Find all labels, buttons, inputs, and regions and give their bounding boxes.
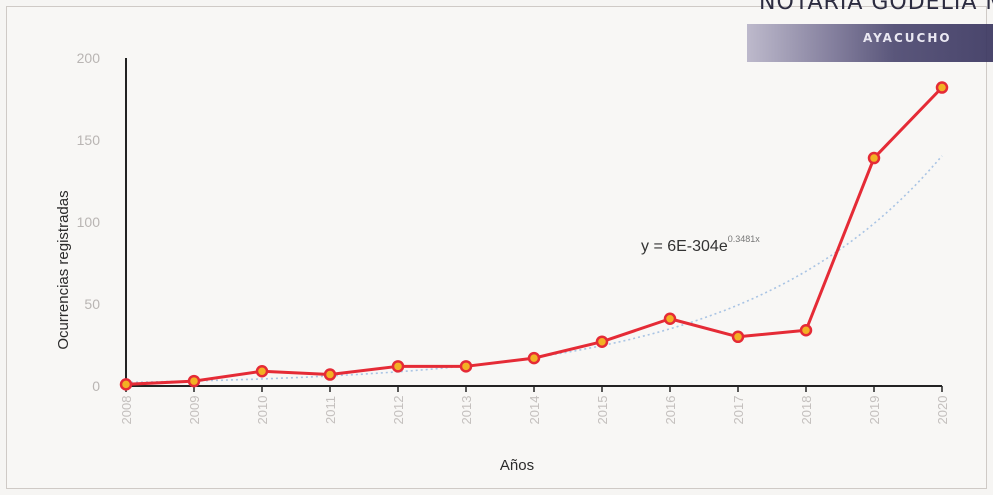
stamp-name: NOTARIA GODELIA MA	[759, 0, 993, 15]
x-axis-title: Años	[500, 457, 534, 474]
data-point	[799, 323, 813, 337]
trendline-equation-main: y = 6E-304e	[641, 238, 728, 255]
y-tick-label: 150	[77, 132, 101, 148]
chart-frame	[6, 6, 987, 489]
x-tick-label: 2009	[187, 396, 202, 425]
data-point	[935, 81, 949, 94]
stamp-city: AYACUCHO	[863, 31, 952, 45]
y-axis-title: Ocurrencias registradas	[55, 190, 72, 349]
data-point	[731, 330, 745, 344]
x-tick-label: 2014	[527, 396, 542, 425]
y-tick-label: 50	[84, 296, 100, 312]
x-tick-label: 2017	[731, 396, 746, 425]
x-tick-label: 2020	[935, 396, 950, 425]
y-tick-label: 200	[77, 50, 101, 66]
x-tick-label: 2012	[391, 396, 406, 425]
data-point	[595, 335, 609, 348]
data-point	[255, 364, 269, 378]
x-tick-label: 2019	[867, 396, 882, 425]
x-tick-label: 2016	[663, 396, 678, 425]
x-tick-label: 2011	[323, 396, 338, 424]
y-tick-label: 100	[77, 214, 101, 230]
data-point	[391, 360, 405, 373]
x-tick-label: 2013	[459, 396, 474, 425]
x-tick-label: 2008	[119, 396, 134, 425]
y-tick-label: 0	[92, 378, 100, 394]
data-point	[119, 378, 133, 391]
x-tick-label: 2010	[255, 396, 270, 425]
data-point	[663, 312, 677, 326]
x-tick-label: 2015	[595, 396, 610, 425]
data-point	[527, 351, 541, 365]
x-tick-label: 2018	[799, 396, 814, 425]
data-point	[459, 360, 473, 373]
series-line	[125, 86, 944, 386]
data-point	[867, 151, 881, 165]
trendline-equation: y = 6E-304e0.3481x	[641, 234, 760, 255]
data-point	[323, 368, 337, 381]
stamp-band	[747, 24, 993, 62]
notary-stamp: NOTARIA GODELIA MA AYACUCHO	[745, 0, 993, 66]
trendline-equation-exponent: 0.3481x	[728, 234, 761, 244]
data-point	[187, 374, 201, 388]
trend-line	[125, 155, 943, 384]
